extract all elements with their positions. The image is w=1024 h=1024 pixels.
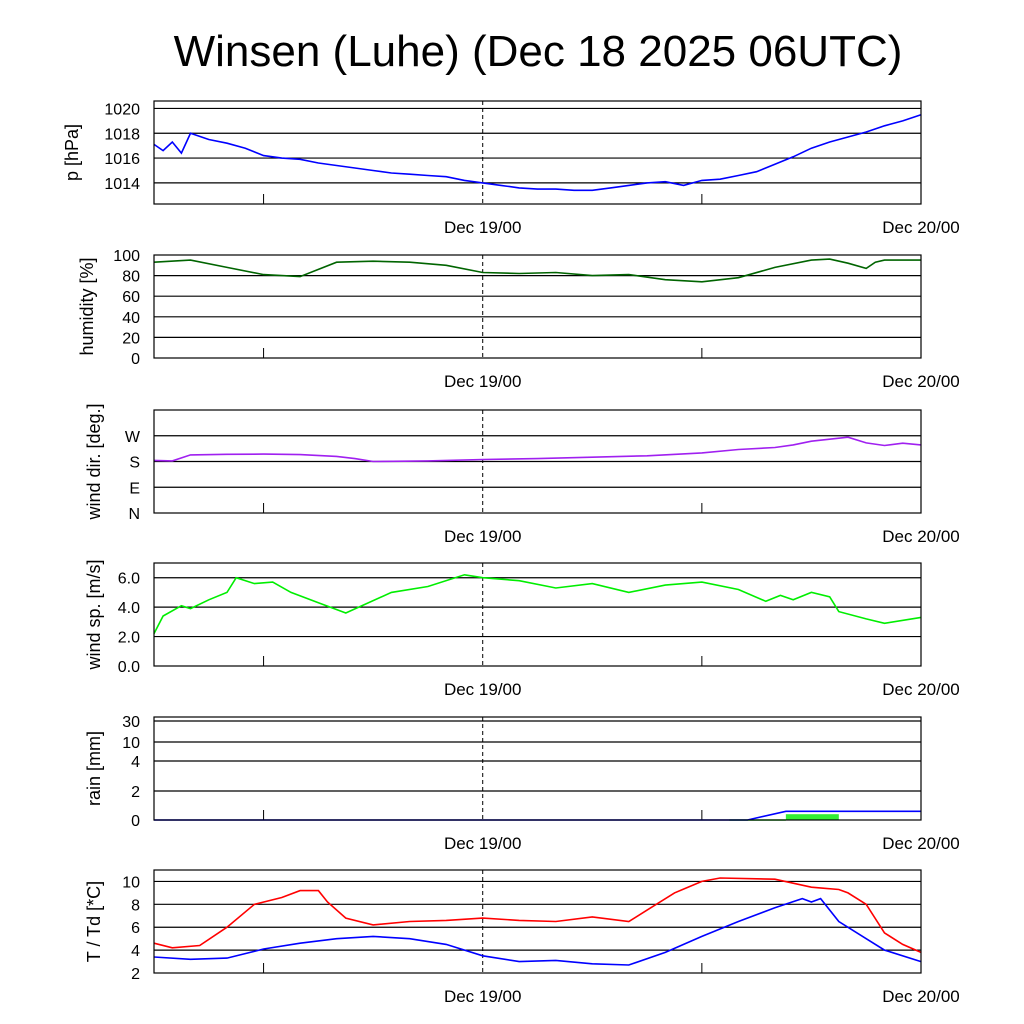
- panel-temperature: 2 4 6 8 10 T / Td [*C] Dec 19/00 Dec 20/00: [84, 869, 960, 1006]
- y-tick-label: 0.0: [118, 659, 140, 676]
- series-td: [153, 897, 922, 966]
- y-tick-label: 100: [113, 248, 140, 265]
- y-tick-label: 6: [131, 920, 140, 937]
- x-tick-label: Dec 20/00: [882, 527, 960, 546]
- y-tick-label: 10: [122, 874, 140, 891]
- series-wind-direction: [153, 436, 922, 463]
- x-tick-label: Dec 20/00: [882, 987, 960, 1006]
- panel-rain: 0 2 4 10 30 rain [mm] Dec 19/00 Dec 20/00: [84, 714, 960, 853]
- x-tick-label: Dec 20/00: [882, 372, 960, 391]
- series-wind-speed: [153, 573, 922, 634]
- x-tick-label: Dec 20/00: [882, 834, 960, 853]
- y-axis-label: rain [mm]: [84, 731, 104, 806]
- y-tick-label: S: [129, 455, 140, 472]
- y-tick-label: 4.0: [118, 600, 140, 617]
- y-tick-label: E: [129, 480, 140, 497]
- x-tick-label: Dec 19/00: [444, 218, 522, 237]
- y-tick-label: 1018: [104, 126, 140, 143]
- y-axis-label: T / Td [*C]: [84, 881, 104, 962]
- y-tick-label: 6.0: [118, 571, 140, 588]
- panel-humidity: 0 20 40 60 80 100 humidity [%] Dec 19/00 Dec 20/…: [77, 248, 960, 391]
- plot-frame: [153, 100, 922, 205]
- series-humidity: [153, 258, 921, 283]
- y-tick-label: 80: [122, 269, 140, 286]
- x-tick-label: Dec 19/00: [444, 987, 522, 1006]
- panel-pressure: 1014 1016 1018 1020 p [hPa] Dec 19/00 Dec 20/0…: [62, 100, 960, 237]
- panel-wind_speed: 0.0 2.0 4.0 6.0 wind sp. [m/s] Dec 19/00 Dec 2…: [84, 559, 960, 699]
- plot-frame: [153, 869, 922, 974]
- plot-frame: [153, 716, 922, 821]
- y-tick-label: 2.0: [118, 630, 140, 647]
- series-t: [153, 877, 922, 954]
- y-tick-label: 10: [122, 735, 140, 752]
- x-tick-label: Dec 19/00: [444, 834, 522, 853]
- y-tick-label: 2: [131, 784, 140, 801]
- y-axis-label: humidity [%]: [77, 257, 97, 355]
- y-tick-label: 20: [122, 330, 140, 347]
- y-tick-label: W: [125, 429, 141, 446]
- y-tick-label: 0: [131, 351, 140, 368]
- chart-title: Winsen (Luhe) (Dec 18 2025 06UTC): [174, 27, 903, 76]
- x-tick-label: Dec 19/00: [444, 372, 522, 391]
- plot-frame: [153, 562, 922, 667]
- x-tick-label: Dec 20/00: [882, 680, 960, 699]
- y-tick-label: 4: [131, 754, 140, 771]
- y-tick-label: 8: [131, 897, 140, 914]
- y-axis-label: wind dir. [deg.]: [84, 403, 104, 520]
- y-axis-label: wind sp. [m/s]: [84, 559, 104, 670]
- rain-bar: [785, 814, 839, 820]
- y-axis-label: p [hPa]: [62, 124, 82, 181]
- y-tick-label: 4: [131, 943, 140, 960]
- y-tick-label: 40: [122, 310, 140, 327]
- plot-frame: [153, 254, 922, 359]
- y-tick-label: N: [128, 506, 140, 523]
- x-tick-label: Dec 19/00: [444, 527, 522, 546]
- y-tick-label: 1020: [104, 101, 140, 118]
- series-pressure: [153, 113, 922, 192]
- y-tick-label: 60: [122, 289, 140, 306]
- y-tick-label: 30: [122, 714, 140, 731]
- plot-frame: [153, 409, 922, 514]
- y-tick-label: 2: [131, 966, 140, 983]
- y-tick-label: 1014: [104, 176, 140, 193]
- y-tick-label: 0: [131, 813, 140, 830]
- x-tick-label: Dec 19/00: [444, 680, 522, 699]
- x-tick-label: Dec 20/00: [882, 218, 960, 237]
- y-tick-label: 1016: [104, 151, 140, 168]
